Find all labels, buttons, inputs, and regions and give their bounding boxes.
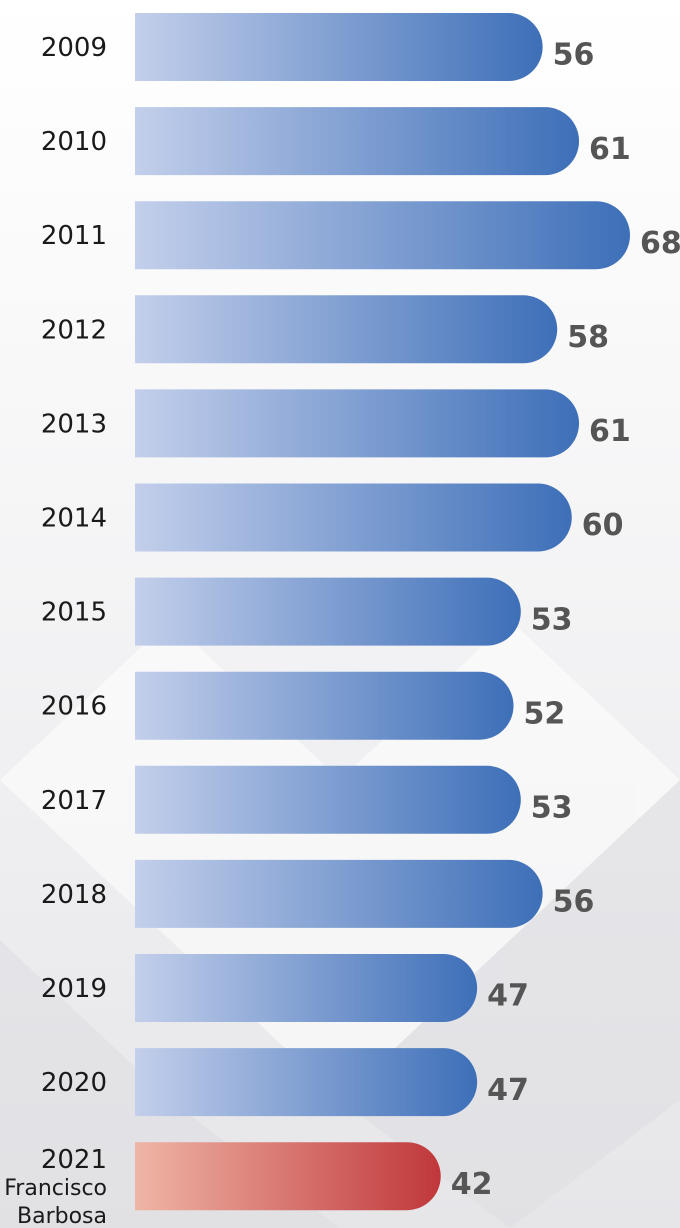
value-label-2009: 56 — [553, 38, 595, 73]
bar-2012 — [135, 295, 558, 364]
value-label-2021: 42 — [451, 1167, 493, 1202]
value-label-2013: 61 — [589, 414, 631, 449]
category-label-2012: 2012 — [41, 315, 107, 345]
category-label-2011: 2011 — [41, 221, 107, 251]
category-sublabel-2021-1: Barbosa — [17, 1204, 107, 1228]
value-label-2017: 53 — [531, 790, 573, 825]
category-label-2013: 2013 — [41, 409, 107, 439]
bar-2015 — [135, 577, 521, 646]
value-label-2014: 60 — [582, 508, 624, 543]
category-label-2009: 2009 — [41, 33, 107, 63]
bar-2017 — [135, 765, 521, 834]
bar-2014 — [135, 483, 572, 552]
category-label-2010: 2010 — [41, 127, 107, 157]
bar-2011 — [135, 201, 630, 270]
value-label-2011: 68 — [640, 226, 680, 261]
bar-2010 — [135, 107, 580, 176]
category-sublabel-2021-0: Francisco — [4, 1176, 107, 1201]
bar-2013 — [135, 389, 580, 458]
value-label-2012: 58 — [567, 320, 609, 355]
category-label-2021: 2021 — [41, 1145, 107, 1175]
category-label-2017: 2017 — [41, 786, 107, 816]
bar-2020 — [135, 1048, 478, 1117]
value-label-2019: 47 — [487, 979, 529, 1014]
category-label-2016: 2016 — [41, 692, 107, 722]
bar-2021 — [135, 1142, 441, 1211]
bar-2018 — [135, 859, 543, 928]
value-label-2015: 53 — [531, 602, 573, 637]
category-label-2014: 2014 — [41, 504, 107, 534]
category-label-2019: 2019 — [41, 974, 107, 1004]
category-label-2018: 2018 — [41, 880, 107, 910]
bar-2019 — [135, 954, 478, 1022]
value-label-2016: 52 — [524, 696, 566, 731]
bar-2009 — [135, 13, 543, 81]
value-label-2018: 56 — [553, 885, 595, 920]
value-label-2020: 47 — [487, 1073, 529, 1108]
category-label-2015: 2015 — [41, 598, 107, 628]
bar-2016 — [135, 671, 514, 740]
value-label-2010: 61 — [589, 132, 631, 167]
category-label-2020: 2020 — [41, 1068, 107, 1098]
